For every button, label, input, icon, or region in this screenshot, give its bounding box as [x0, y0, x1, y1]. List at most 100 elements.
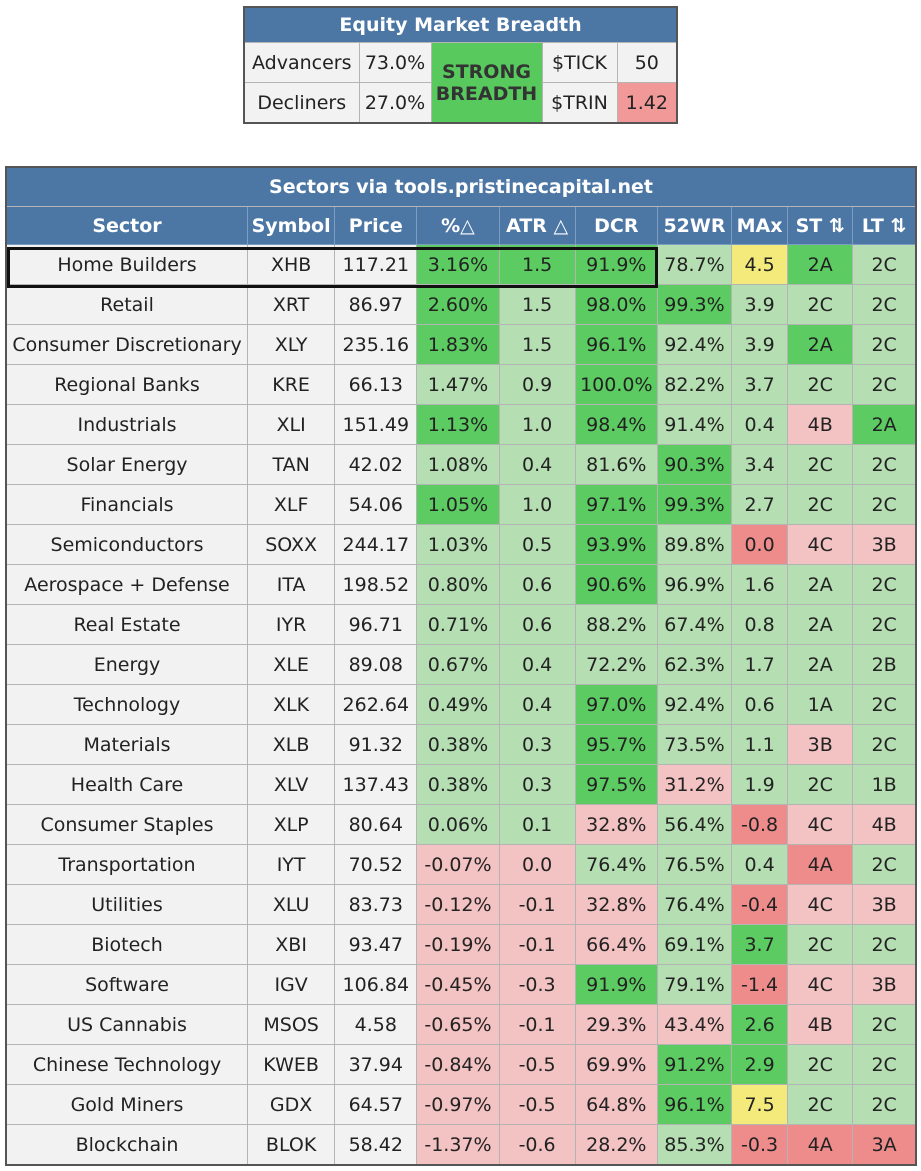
- header-symbol[interactable]: Symbol: [247, 206, 336, 245]
- sector-name-cell: Home Builders: [5, 244, 249, 285]
- max-cell: 0.4: [731, 404, 789, 445]
- atr-change-cell: 0.3: [498, 764, 576, 805]
- 52wr-cell: 89.8%: [656, 524, 733, 565]
- header-st[interactable]: ST ⇅: [787, 206, 854, 245]
- atr-change-cell: 1.5: [498, 284, 576, 325]
- sector-name-cell: Real Estate: [5, 604, 249, 645]
- pct-change-cell: 0.38%: [416, 764, 500, 805]
- price-cell: 117.21: [334, 244, 418, 285]
- max-cell: -0.8: [731, 804, 789, 845]
- atr-change-cell: 0.0: [498, 844, 576, 885]
- dcr-cell: 91.9%: [574, 964, 658, 1005]
- price-cell: 4.58: [334, 1004, 418, 1045]
- lt-cell: 4B: [852, 804, 917, 845]
- header-52wr[interactable]: 52WR: [656, 206, 733, 245]
- st-cell: 4C: [787, 964, 854, 1005]
- max-cell: 7.5: [731, 1084, 789, 1125]
- symbol-cell: XLI: [247, 404, 336, 445]
- table-row: US Cannabis MSOS 4.58 -0.65% -0.1 29.3% 43.4% 2…: [5, 1004, 917, 1045]
- lt-cell: 2C: [852, 724, 917, 765]
- atr-change-cell: 0.9: [498, 364, 576, 405]
- atr-change-cell: 0.5: [498, 524, 576, 565]
- header-dcr[interactable]: DCR: [574, 206, 658, 245]
- dcr-cell: 95.7%: [574, 724, 658, 765]
- header-lt[interactable]: LT ⇅: [852, 206, 917, 245]
- pct-change-cell: -0.45%: [416, 964, 500, 1005]
- breadth-status-line2: BREADTH: [435, 82, 538, 105]
- symbol-cell: IGV: [247, 964, 336, 1005]
- symbol-cell: XRT: [247, 284, 336, 325]
- symbol-cell: ITA: [247, 564, 336, 605]
- lt-cell: 2C: [852, 244, 917, 285]
- atr-change-cell: -0.1: [498, 1004, 576, 1045]
- sector-name-cell: Utilities: [5, 884, 249, 925]
- table-row: Materials XLB 91.32 0.38% 0.3 95.7% 73.5% 1.1 3B…: [5, 724, 917, 765]
- pct-change-cell: -0.97%: [416, 1084, 500, 1125]
- dcr-cell: 69.9%: [574, 1044, 658, 1085]
- dcr-cell: 81.6%: [574, 444, 658, 485]
- lt-cell: 2C: [852, 564, 917, 605]
- st-cell: 2C: [787, 764, 854, 805]
- lt-cell: 2C: [852, 684, 917, 725]
- table-row: Technology XLK 262.64 0.49% 0.4 97.0% 92.4% 0.6…: [5, 684, 917, 725]
- lt-cell: 3B: [852, 524, 917, 565]
- table-row: Consumer Discretionary XLY 235.16 1.83% 1.5 9…: [5, 324, 917, 365]
- decliners-label: Decliners: [243, 82, 360, 124]
- header-sector[interactable]: Sector: [5, 206, 249, 245]
- table-row: Semiconductors SOXX 244.17 1.03% 0.5 93.9% 89.…: [5, 524, 917, 565]
- sector-name-cell: Health Care: [5, 764, 249, 805]
- dcr-cell: 98.0%: [574, 284, 658, 325]
- dcr-cell: 100.0%: [574, 364, 658, 405]
- symbol-cell: XLF: [247, 484, 336, 525]
- dcr-cell: 97.5%: [574, 764, 658, 805]
- lt-cell: 2C: [852, 284, 917, 325]
- lt-cell: 3B: [852, 964, 917, 1005]
- price-cell: 235.16: [334, 324, 418, 365]
- header-max[interactable]: MAx: [731, 206, 789, 245]
- pct-change-cell: 1.05%: [416, 484, 500, 525]
- st-cell: 2A: [787, 324, 854, 365]
- lt-cell: 2A: [852, 404, 917, 445]
- sectors-header-row: Sector Symbol Price %△ ATR △ DCR 52WR MAx ST ⇅ LT…: [5, 206, 917, 245]
- dcr-cell: 28.2%: [574, 1124, 658, 1166]
- 52wr-cell: 99.3%: [656, 484, 733, 525]
- table-row: Software IGV 106.84 -0.45% -0.3 91.9% 79.1% -1.…: [5, 964, 917, 1005]
- max-cell: -1.4: [731, 964, 789, 1005]
- st-cell: 2C: [787, 924, 854, 965]
- atr-change-cell: 0.4: [498, 444, 576, 485]
- table-row: Consumer Staples XLP 80.64 0.06% 0.1 32.8% 56.…: [5, 804, 917, 845]
- symbol-cell: XHB: [247, 244, 336, 285]
- pct-change-cell: -0.07%: [416, 844, 500, 885]
- symbol-cell: XLE: [247, 644, 336, 685]
- 52wr-cell: 85.3%: [656, 1124, 733, 1166]
- st-cell: 3B: [787, 724, 854, 765]
- st-cell: 4A: [787, 1124, 854, 1166]
- sector-name-cell: Gold Miners: [5, 1084, 249, 1125]
- price-cell: 86.97: [334, 284, 418, 325]
- max-cell: 0.4: [731, 844, 789, 885]
- 52wr-cell: 56.4%: [656, 804, 733, 845]
- dcr-cell: 32.8%: [574, 884, 658, 925]
- header-price[interactable]: Price: [334, 206, 418, 245]
- lt-cell: 3B: [852, 884, 917, 925]
- atr-change-cell: 0.4: [498, 644, 576, 685]
- header-atr-change[interactable]: ATR △: [498, 206, 576, 245]
- price-cell: 244.17: [334, 524, 418, 565]
- lt-cell: 2C: [852, 844, 917, 885]
- sector-name-cell: Biotech: [5, 924, 249, 965]
- sector-name-cell: Blockchain: [5, 1124, 249, 1166]
- table-row: Gold Miners GDX 64.57 -0.97% -0.5 64.8% 96.1% 7…: [5, 1084, 917, 1125]
- lt-cell: 2C: [852, 324, 917, 365]
- lt-cell: 2C: [852, 1004, 917, 1045]
- symbol-cell: SOXX: [247, 524, 336, 565]
- max-cell: 3.7: [731, 924, 789, 965]
- price-cell: 80.64: [334, 804, 418, 845]
- sector-name-cell: Solar Energy: [5, 444, 249, 485]
- price-cell: 91.32: [334, 724, 418, 765]
- header-pct-change[interactable]: %△: [416, 206, 500, 245]
- st-cell: 2A: [787, 564, 854, 605]
- pct-change-cell: 1.83%: [416, 324, 500, 365]
- breadth-status: STRONG BREADTH: [430, 42, 543, 124]
- max-cell: -0.4: [731, 884, 789, 925]
- 52wr-cell: 62.3%: [656, 644, 733, 685]
